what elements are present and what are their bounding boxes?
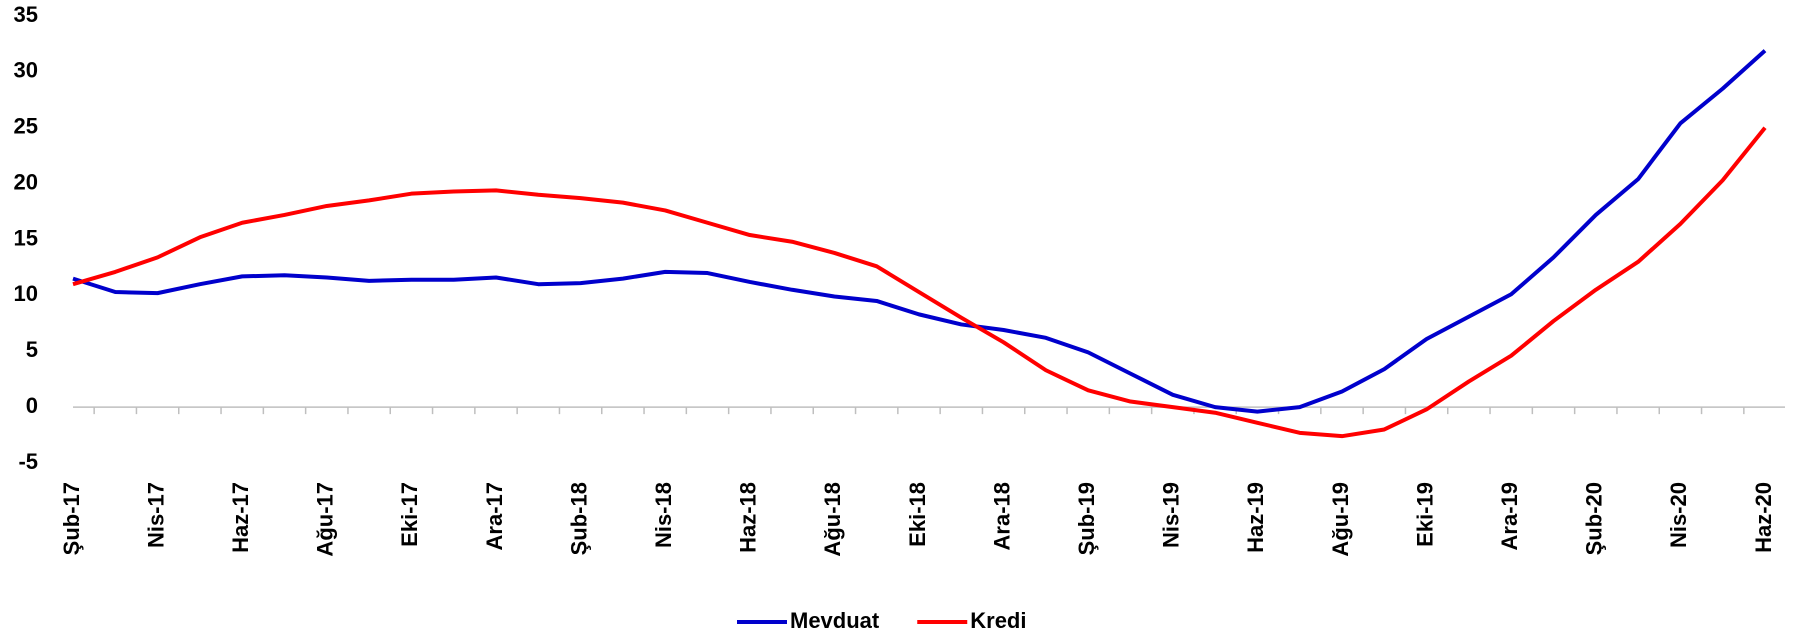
x-tick-label: Ağu-18 (820, 482, 845, 557)
legend-label: Mevduat (790, 608, 880, 633)
x-tick-label: Ara-17 (482, 482, 507, 550)
y-tick-label: -5 (18, 449, 38, 474)
x-tick-label: Haz-17 (228, 482, 253, 553)
legend-label: Kredi (970, 608, 1026, 633)
y-tick-label: 15 (14, 225, 38, 250)
x-tick-label: Haz-20 (1751, 482, 1776, 553)
x-tick-label: Nis-19 (1159, 482, 1184, 548)
y-tick-label: 20 (14, 169, 38, 194)
y-tick-label: 5 (26, 337, 38, 362)
x-tick-label: Eki-19 (1412, 482, 1437, 547)
x-tick-label: Şub-19 (1074, 482, 1099, 555)
y-tick-label: 30 (14, 58, 38, 83)
line-series (72, 126, 1767, 439)
x-tick-label: Nis-20 (1666, 482, 1691, 548)
x-tick-label: Ağu-17 (313, 482, 338, 557)
line-series (72, 49, 1767, 414)
x-tick-label: Eki-17 (397, 482, 422, 547)
x-tick-label: Haz-19 (1243, 482, 1268, 553)
x-tick-label: Ağu-19 (1328, 482, 1353, 557)
x-tick-label: Haz-18 (736, 482, 761, 553)
x-tick-label: Şub-17 (59, 482, 84, 555)
y-tick-label: 0 (26, 393, 38, 418)
x-tick-label: Ara-19 (1497, 482, 1522, 550)
y-tick-label: 25 (14, 114, 38, 139)
x-tick-label: Nis-18 (651, 482, 676, 548)
y-tick-label: 10 (14, 281, 38, 306)
x-tick-label: Ara-18 (989, 482, 1014, 550)
y-tick-label: 35 (14, 2, 38, 27)
x-tick-label: Eki-18 (905, 482, 930, 547)
x-tick-label: Şub-20 (1582, 482, 1607, 555)
x-tick-label: Nis-17 (143, 482, 168, 548)
x-tick-label: Şub-18 (566, 482, 591, 555)
